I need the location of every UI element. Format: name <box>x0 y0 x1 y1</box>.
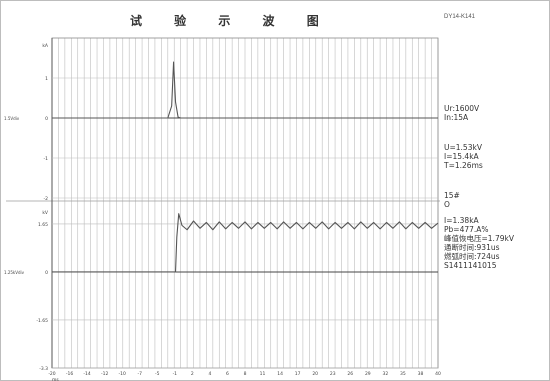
x-tick-label: -10 <box>119 371 126 377</box>
x-tick-label: 40 <box>435 371 441 377</box>
rated-current: In:15A <box>444 113 469 122</box>
y-tick-label: -1 <box>44 156 49 162</box>
x-tick-label: -14 <box>83 371 90 377</box>
x-tick-label: 11 <box>260 371 266 377</box>
y-tick-label: 1.65 <box>38 222 48 228</box>
chart-title: 试 验 示 波 图 <box>130 14 333 28</box>
break-current: I=1.38kA <box>444 216 479 225</box>
measured-current: I=15.4kA <box>444 152 479 161</box>
x-tick-label: 8 <box>244 371 247 377</box>
peak-recovery-voltage: 峰值恢电压=1.79kV <box>444 234 514 243</box>
break-time: 通断时间:931us <box>444 243 500 252</box>
x-tick-label: -1 <box>173 371 178 377</box>
y-unit-label: kV <box>42 210 49 216</box>
document-id: DY14-K141 <box>444 14 476 20</box>
x-tick-label: 2 <box>191 371 194 377</box>
x-tick-label: 14 <box>277 371 283 377</box>
x-tick-label: 29 <box>365 371 371 377</box>
x-tick-label: -20 <box>48 371 55 377</box>
x-tick-label: 6 <box>226 371 229 377</box>
arcing-time: 燃弧时间:724us <box>444 252 500 261</box>
x-tick-label: 38 <box>418 371 424 377</box>
x-tick-label: -12 <box>101 371 108 377</box>
pb-value: Pb=477.A% <box>444 225 489 234</box>
x-tick-label: 20 <box>312 371 318 377</box>
measured-voltage: U=1.53kV <box>444 143 482 152</box>
y-unit-label: kA <box>42 43 49 49</box>
y-tick-label: 1 <box>45 76 48 82</box>
x-tick-label: -5 <box>155 371 160 377</box>
x-tick-label: 32 <box>382 371 388 377</box>
sample-number: 15# <box>444 191 460 200</box>
x-tick-label: 4 <box>208 371 211 377</box>
trace-0-0 <box>52 61 438 119</box>
x-tick-label: 26 <box>347 371 353 377</box>
operation-code: O <box>444 200 450 209</box>
rated-voltage: Ur:1600V <box>444 104 480 113</box>
x-tick-label: 17 <box>295 371 301 377</box>
y-tick-label: -1.65 <box>36 318 48 324</box>
y-tick-label: 0 <box>45 116 48 122</box>
serial-number: S1411141015 <box>444 261 497 270</box>
y-tick-label: -2 <box>44 196 49 202</box>
y-tick-label: -3.3 <box>39 366 48 372</box>
measured-time: T=1.26ms <box>444 161 483 170</box>
x-tick-label: 23 <box>330 371 336 377</box>
x-tick-label: 35 <box>400 371 406 377</box>
trace-1-0 <box>52 213 439 273</box>
channel-label: 1.5Vdiv <box>4 116 20 121</box>
y-tick-label: 0 <box>45 270 48 276</box>
x-tick-label: -7 <box>137 371 142 377</box>
x-tick-label: -16 <box>66 371 73 377</box>
channel-label: 1.25kVdiv <box>4 270 25 275</box>
x-unit-label: ms <box>52 378 59 381</box>
